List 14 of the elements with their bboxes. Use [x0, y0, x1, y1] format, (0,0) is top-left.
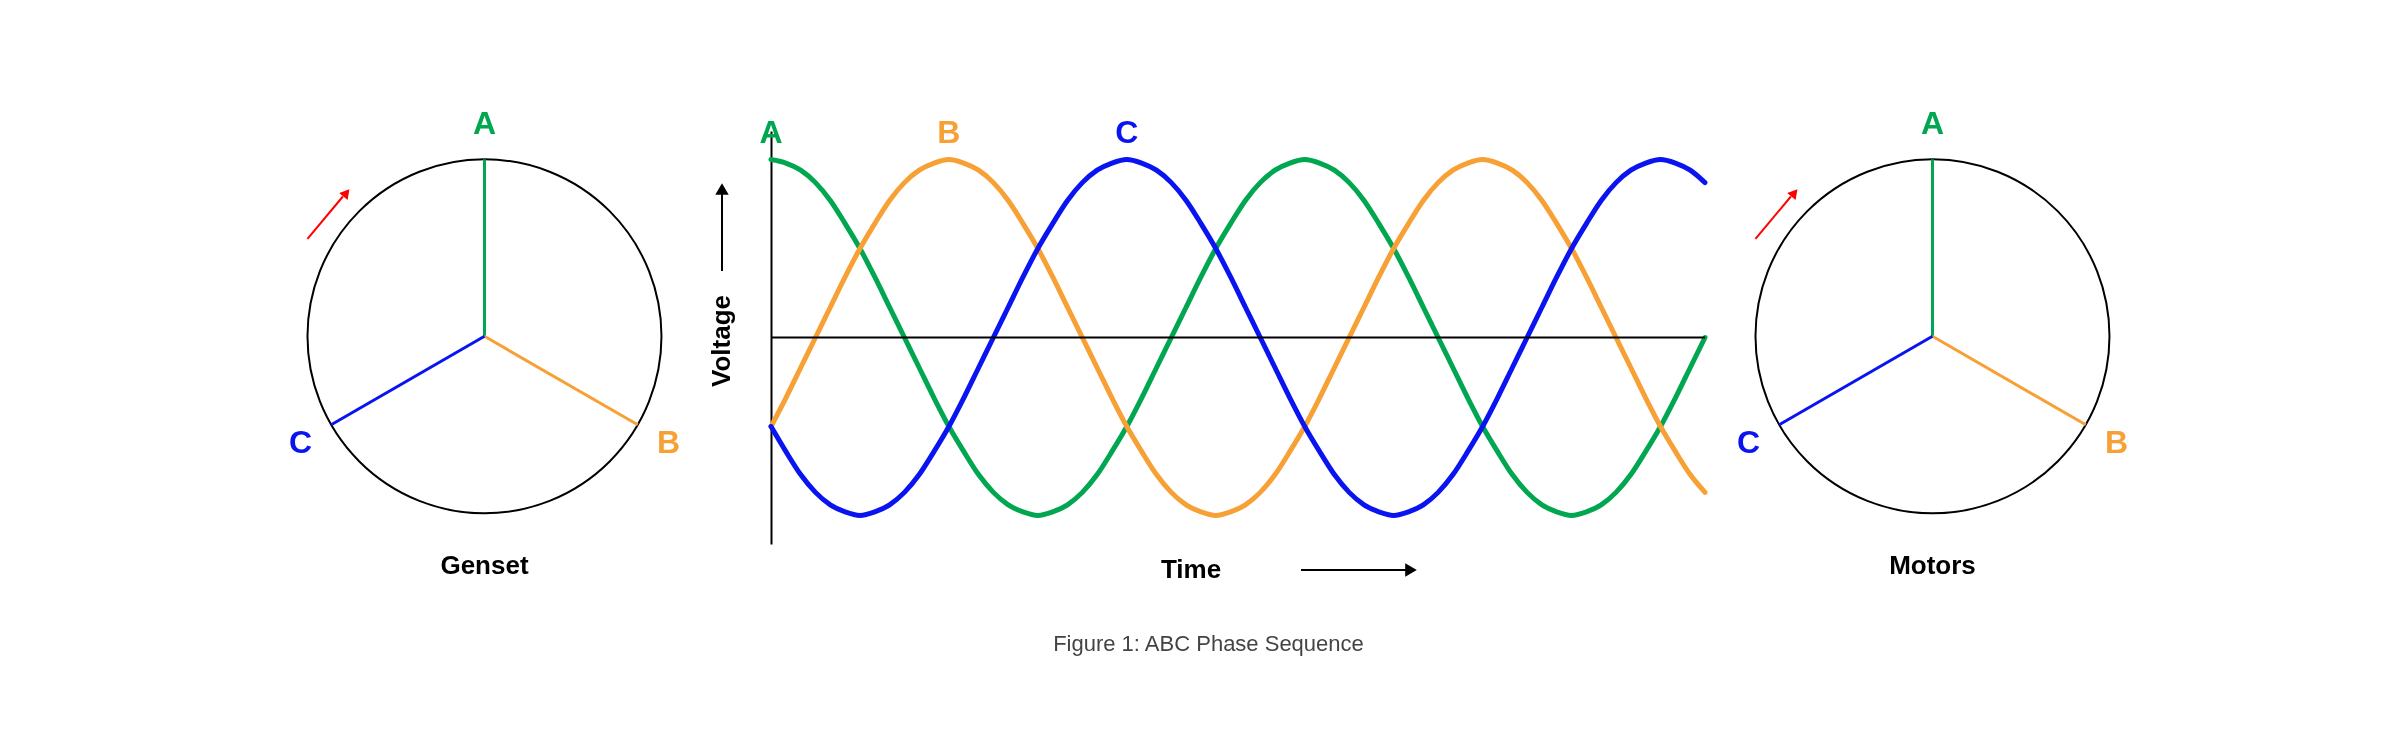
- text: B: [2104, 423, 2128, 460]
- text: Genset: [440, 550, 529, 581]
- y-axis-title: Voltage: [706, 295, 736, 387]
- caption: Figure 1: ABC Phase Sequence: [1053, 631, 1364, 657]
- text: C: [288, 423, 313, 460]
- x-axis-title: Time: [1160, 554, 1222, 584]
- text: A: [1920, 104, 1945, 141]
- text: B: [656, 423, 680, 460]
- series-label: A: [759, 114, 783, 151]
- text: A: [472, 104, 497, 141]
- series-label: B: [937, 114, 961, 151]
- text: Motors: [1889, 550, 1976, 581]
- text: C: [1736, 423, 1761, 460]
- series-label: C: [1115, 114, 1139, 151]
